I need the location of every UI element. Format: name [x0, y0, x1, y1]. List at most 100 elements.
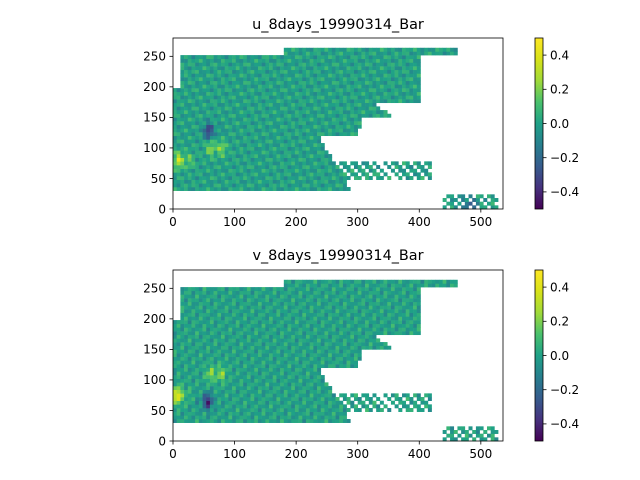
- heatmap-cell: [254, 117, 259, 122]
- heatmap-cell: [195, 146, 200, 151]
- heatmap-cell: [209, 415, 214, 420]
- heatmap-cell: [254, 58, 259, 63]
- heatmap-cell: [342, 99, 347, 104]
- heatmap-cell: [291, 349, 296, 354]
- heatmap-cell: [342, 113, 347, 118]
- heatmap-cell: [198, 301, 203, 306]
- heatmap-cell: [202, 353, 207, 358]
- heatmap-cell: [176, 102, 181, 107]
- heatmap-cell: [195, 77, 200, 82]
- heatmap-cell: [180, 102, 185, 107]
- heatmap-cell: [280, 99, 285, 104]
- heatmap-cell: [239, 84, 244, 89]
- heatmap-cell: [350, 338, 355, 343]
- heatmap-cell: [224, 106, 229, 111]
- heatmap-cell: [335, 51, 340, 56]
- heatmap-cell: [320, 364, 325, 369]
- heatmap-cell: [298, 161, 303, 166]
- heatmap-cell: [342, 404, 347, 409]
- heatmap-cell: [280, 91, 285, 96]
- heatmap-cell: [276, 338, 281, 343]
- heatmap-cell: [272, 88, 277, 93]
- heatmap-cell: [320, 415, 325, 420]
- heatmap-cell: [176, 168, 181, 173]
- heatmap-cell: [224, 69, 229, 74]
- heatmap-cell: [209, 80, 214, 85]
- y-tick-label: 0: [158, 434, 166, 448]
- heatmap-cell: [276, 287, 281, 292]
- colorbar-tick-label: −0.2: [550, 383, 579, 397]
- heatmap-cell: [221, 320, 226, 325]
- heatmap-cell: [195, 168, 200, 173]
- heatmap-cell: [313, 47, 318, 52]
- heatmap-cell: [176, 415, 181, 420]
- heatmap-cell: [191, 419, 196, 423]
- heatmap-cell: [350, 121, 355, 126]
- heatmap-cell: [346, 338, 351, 343]
- heatmap-cell: [261, 150, 266, 155]
- heatmap-cell: [272, 73, 277, 78]
- heatmap-cell: [342, 397, 347, 401]
- heatmap-cell: [313, 323, 318, 328]
- heatmap-cell: [405, 80, 410, 85]
- heatmap-cell: [176, 183, 181, 188]
- heatmap-cell: [416, 51, 421, 56]
- heatmap-cell: [313, 375, 318, 380]
- heatmap-cell: [232, 102, 237, 107]
- heatmap-cell: [354, 301, 359, 306]
- heatmap-cell: [239, 139, 244, 144]
- heatmap-cell: [313, 400, 318, 405]
- heatmap-cell: [309, 305, 314, 310]
- heatmap-cell: [269, 294, 274, 299]
- heatmap-cell: [317, 320, 322, 325]
- heatmap-cell: [379, 408, 384, 412]
- heatmap-cell: [243, 110, 248, 115]
- heatmap-cell: [209, 334, 214, 339]
- heatmap-cell: [191, 77, 196, 82]
- colorbar-tick-label: −0.2: [550, 151, 579, 165]
- heatmap-cell: [331, 356, 336, 361]
- heatmap-cell: [173, 161, 177, 166]
- heatmap-cell: [239, 320, 244, 325]
- heatmap-cell: [232, 66, 237, 71]
- heatmap-cell: [184, 320, 189, 325]
- heatmap-cell: [228, 294, 233, 299]
- heatmap-cell: [346, 349, 351, 354]
- heatmap-cell: [209, 132, 214, 137]
- heatmap-cell: [305, 353, 310, 358]
- heatmap-cell: [254, 367, 259, 372]
- heatmap-cell: [435, 279, 440, 284]
- heatmap-cell: [206, 113, 211, 118]
- heatmap-cell: [294, 132, 299, 137]
- heatmap-cell: [269, 290, 274, 295]
- heatmap-cell: [309, 386, 314, 390]
- heatmap-cell: [376, 77, 381, 82]
- heatmap-cell: [246, 375, 251, 380]
- heatmap-cell: [291, 80, 296, 85]
- heatmap-cell: [195, 389, 200, 394]
- panel-v: v_8days_19990314_Bar 0 100 200 300 400 500 05…: [143, 248, 579, 461]
- heatmap-cell: [405, 47, 410, 52]
- heatmap-cell: [195, 165, 200, 169]
- heatmap-cell: [342, 283, 347, 288]
- heatmap-cell: [239, 99, 244, 104]
- heatmap-cell: [213, 411, 218, 416]
- heatmap-cell: [339, 179, 344, 184]
- heatmap-cell: [309, 183, 314, 188]
- heatmap-cell: [335, 331, 340, 336]
- heatmap-cell: [228, 386, 233, 390]
- heatmap-cell: [269, 305, 274, 310]
- heatmap-cell: [246, 393, 251, 398]
- heatmap-cell: [187, 106, 192, 111]
- heatmap-cell: [217, 110, 222, 115]
- heatmap-cell: [228, 139, 233, 144]
- panel-u-x-ticks: 0 100 200 300 400 500: [169, 209, 492, 229]
- heatmap-cell: [309, 397, 314, 401]
- heatmap-cell: [335, 415, 340, 420]
- heatmap-cell: [228, 117, 233, 122]
- heatmap-cell: [257, 110, 262, 115]
- heatmap-cell: [294, 113, 299, 118]
- heatmap-cell: [298, 305, 303, 310]
- heatmap-cell: [206, 298, 211, 303]
- heatmap-cell: [328, 316, 333, 321]
